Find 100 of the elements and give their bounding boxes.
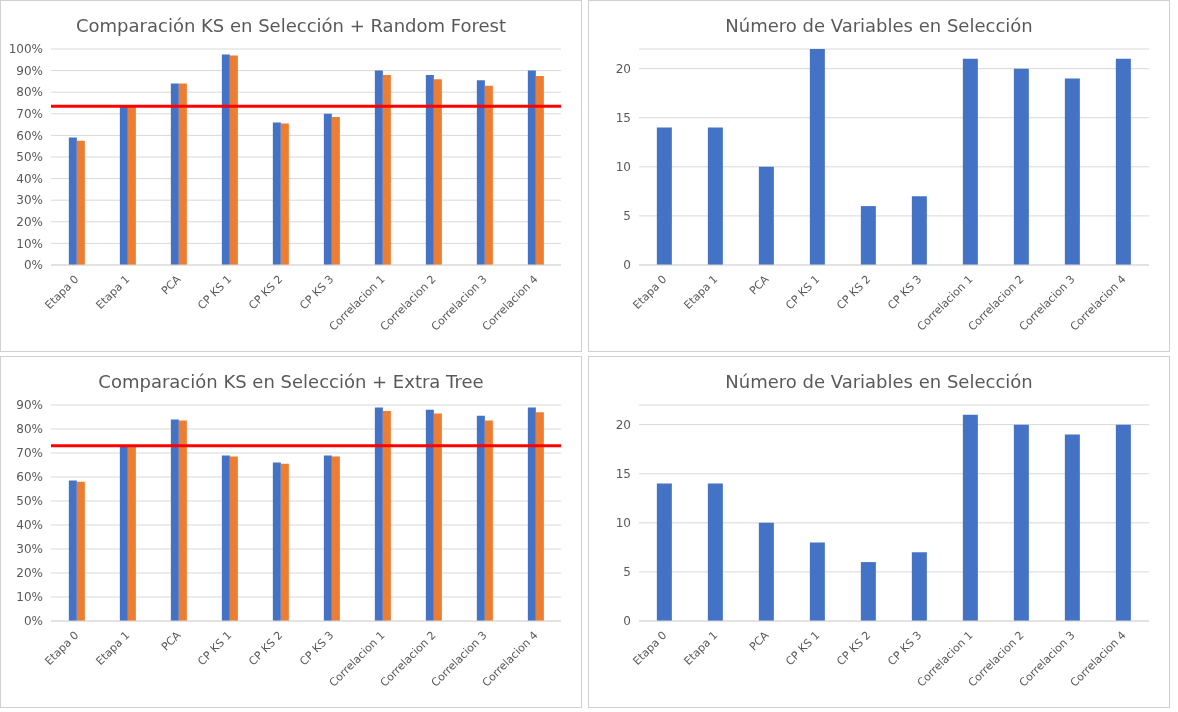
bar [476, 80, 485, 265]
chart-title: Número de Variables en Selección [724, 371, 1034, 394]
bar [476, 415, 485, 621]
y-tick-label: 100% [8, 42, 43, 57]
bar [535, 76, 544, 265]
x-tick-label: CP KS 3 [885, 272, 925, 313]
bar [119, 445, 128, 621]
bar [229, 456, 238, 621]
x-tick-label: CP KS 3 [297, 272, 337, 313]
bar [127, 445, 136, 621]
bar [707, 127, 723, 265]
y-tick-label: 60% [16, 128, 43, 143]
y-tick-label: 0% [23, 614, 43, 629]
bar [178, 420, 187, 621]
y-tick-label: 10% [16, 590, 43, 605]
bar [962, 414, 978, 621]
bar [809, 542, 825, 621]
y-tick-label: 10 [615, 160, 631, 175]
y-tick-label: 20% [16, 566, 43, 581]
y-tick-label: 40% [16, 171, 43, 186]
bar [911, 196, 927, 265]
bar [1013, 68, 1029, 265]
bar [76, 481, 85, 621]
y-tick-label: 60% [16, 470, 43, 485]
chart-title: Número de Variables en Selección [724, 15, 1034, 38]
y-tick-label: 10 [615, 516, 631, 531]
x-tick-label: CP KS 1 [783, 272, 823, 313]
bar [484, 420, 493, 621]
bar [527, 407, 536, 621]
bar [1013, 424, 1029, 621]
bar [323, 455, 332, 621]
bar [68, 480, 77, 621]
bar [527, 70, 536, 265]
bar [374, 407, 383, 621]
bar [535, 412, 544, 621]
bar [382, 411, 391, 621]
x-tick-label: CP KS 2 [834, 272, 874, 313]
bar [962, 58, 978, 265]
y-tick-label: 5 [623, 209, 631, 224]
y-tick-label: 0 [623, 614, 631, 629]
y-tick-label: 80% [16, 85, 43, 100]
x-tick-label: CP KS 2 [246, 628, 286, 669]
chart-title: Comparación KS en Selección + Random Forest [75, 15, 507, 38]
chart-title: Comparación KS en Selección + Extra Tree [97, 371, 485, 394]
bar [911, 552, 927, 621]
bar [170, 83, 179, 265]
bar [323, 113, 332, 265]
y-tick-label: 20 [615, 417, 631, 432]
y-tick-label: 70% [16, 446, 43, 461]
bar [1064, 78, 1080, 265]
x-tick-label: CP KS 1 [195, 272, 235, 313]
y-tick-label: 0% [23, 258, 43, 273]
bar [68, 137, 77, 265]
bar [178, 83, 187, 265]
bar [280, 123, 289, 265]
bar [331, 456, 340, 621]
bar [229, 55, 238, 265]
y-tick-label: 30% [16, 542, 43, 557]
bar [331, 117, 340, 265]
y-tick-label: 70% [16, 107, 43, 122]
y-tick-label: 50% [16, 494, 43, 509]
x-tick-label: CP KS 2 [246, 272, 286, 313]
bar [272, 462, 281, 621]
y-tick-label: 40% [16, 518, 43, 533]
x-tick-label: CP KS 3 [297, 628, 337, 669]
bar [76, 140, 85, 265]
x-tick-label: CP KS 1 [195, 628, 235, 669]
bar [758, 522, 774, 621]
bar [433, 79, 442, 265]
bar [656, 127, 672, 265]
bar [374, 70, 383, 265]
y-tick-label: 80% [16, 422, 43, 437]
bar [1115, 424, 1131, 621]
y-tick-label: 15 [615, 466, 631, 481]
bar [119, 105, 128, 265]
bar [127, 105, 136, 265]
bar [272, 122, 281, 265]
bar [656, 483, 672, 621]
y-tick-label: 15 [615, 110, 631, 125]
bar [425, 409, 434, 621]
bar [809, 49, 825, 265]
bar [170, 419, 179, 621]
bar [860, 562, 876, 621]
bar [707, 483, 723, 621]
bar [1064, 434, 1080, 621]
y-tick-label: 50% [16, 150, 43, 165]
bar [1115, 58, 1131, 265]
bar [280, 463, 289, 621]
bar [433, 413, 442, 621]
y-tick-label: 20% [16, 215, 43, 230]
y-tick-label: 10% [16, 236, 43, 251]
y-tick-label: 5 [623, 565, 631, 580]
bar [860, 206, 876, 265]
bar [758, 166, 774, 265]
x-tick-label: CP KS 3 [885, 628, 925, 669]
bar [382, 74, 391, 265]
y-tick-label: 90% [16, 63, 43, 78]
x-tick-label: CP KS 2 [834, 628, 874, 669]
bar [221, 455, 230, 621]
y-tick-label: 0 [623, 258, 631, 273]
